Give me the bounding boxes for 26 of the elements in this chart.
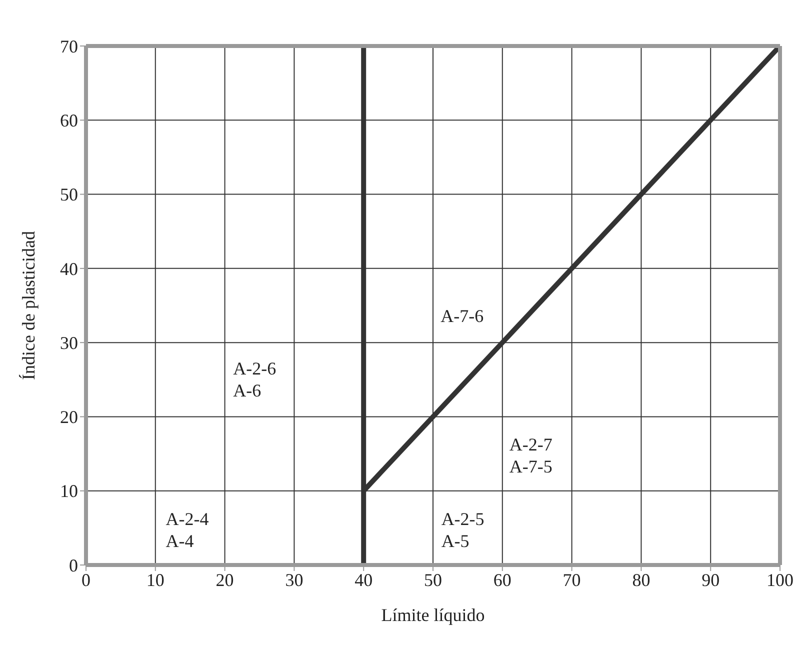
- x-tick-label: 100: [766, 570, 794, 590]
- y-tick-label: 20: [60, 407, 78, 428]
- x-tick-label: 10: [146, 570, 164, 590]
- annotation: A-2-4 A-4: [166, 509, 209, 552]
- x-tick-label: 30: [285, 570, 304, 590]
- annotation: A-7-6: [440, 306, 484, 326]
- y-tick-label: 70: [60, 36, 78, 56]
- annotation: A-2-6 A-6: [233, 358, 276, 401]
- y-tick-label: 0: [69, 555, 78, 576]
- y-tick-label: 50: [60, 184, 78, 205]
- y-tick-label: 60: [60, 110, 78, 131]
- annotation: A-2-7 A-7-5: [509, 434, 552, 476]
- x-tick-label: 60: [493, 570, 512, 590]
- x-tick-label: 20: [216, 570, 234, 590]
- y-tick-label: 30: [60, 332, 78, 353]
- annotation: A-2-5 A-5: [441, 509, 484, 552]
- x-tick-label: 70: [562, 570, 581, 590]
- x-axis-title: Límite líquido: [381, 605, 485, 625]
- x-tick-label: 40: [354, 570, 373, 590]
- x-tick-label: 0: [82, 570, 90, 590]
- y-tick-label: 10: [60, 481, 78, 502]
- x-tick-label: 80: [632, 570, 650, 590]
- x-tick-label: 50: [424, 570, 442, 590]
- y-tick-label: 40: [60, 258, 78, 279]
- x-tick-label: 90: [702, 570, 720, 590]
- y-axis-title: Índice de plasticidad: [18, 231, 38, 380]
